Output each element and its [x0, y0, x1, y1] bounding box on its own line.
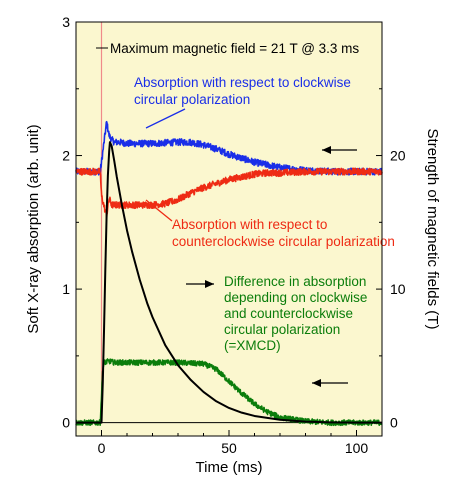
y2-tick-label: 0: [390, 415, 398, 431]
y-axis-label: Soft X-ray absorption (arb. unit): [25, 124, 42, 333]
y2-tick-label: 10: [390, 281, 406, 297]
leader-line-counterclockwise: [145, 199, 173, 222]
x-axis-label: Time (ms): [196, 459, 263, 476]
data-series: [75, 22, 383, 427]
y2-tick-label: 20: [390, 148, 406, 164]
annotation-xmcd-line-1: Difference in absorption: [224, 274, 366, 289]
y2-axis-label: Strength of magnetic fields (T): [424, 129, 441, 330]
annotation-counterclockwise-line-2: counterclockwise circular polarization: [172, 234, 395, 249]
series-magnetic-field-line: [76, 141, 382, 424]
series-counterclockwise-line: [75, 167, 383, 220]
annotation-xmcd-line-3: and counterclockwise: [224, 306, 353, 321]
annotations: Maximum magnetic field = 21 T @ 3.3 ms A…: [96, 41, 395, 387]
y-tick-label: 1: [62, 281, 70, 297]
series-clockwise-line: [75, 120, 383, 176]
annotation-xmcd-line-5: (=XMCD): [224, 338, 281, 353]
arrow-field-head: [205, 280, 214, 288]
leader-line-clockwise: [145, 108, 186, 129]
x-tick-label: 50: [221, 440, 237, 456]
axes: Time (ms) Soft X-ray absorption (arb. un…: [25, 14, 441, 476]
annotation-xmcd: Difference in absorption depending on cl…: [224, 274, 371, 353]
annotation-xmcd-line-2: depending on clockwise: [224, 290, 367, 305]
y-tick-label: 2: [62, 148, 70, 164]
arrow-clockwise-head: [322, 146, 331, 154]
x-tick-label: 100: [345, 440, 369, 456]
annotation-max-field: Maximum magnetic field = 21 T @ 3.3 ms: [110, 41, 359, 56]
annotation-counterclockwise: Absorption with respect to counterclockw…: [172, 217, 395, 249]
annotation-clockwise-line-1: Absorption with respect to clockwise: [134, 75, 351, 90]
y-tick-label: 0: [62, 415, 70, 431]
annotation-clockwise-line-2: circular polarization: [134, 92, 250, 107]
annotation-clockwise: Absorption with respect to clockwise cir…: [134, 75, 355, 107]
arrow-xmcd-head: [312, 379, 321, 387]
y-tick-label: 3: [62, 14, 70, 30]
annotation-xmcd-line-4: circular polarization: [224, 322, 340, 337]
x-tick-label: 0: [98, 440, 106, 456]
annotation-counterclockwise-line-1: Absorption with respect to: [172, 217, 327, 232]
